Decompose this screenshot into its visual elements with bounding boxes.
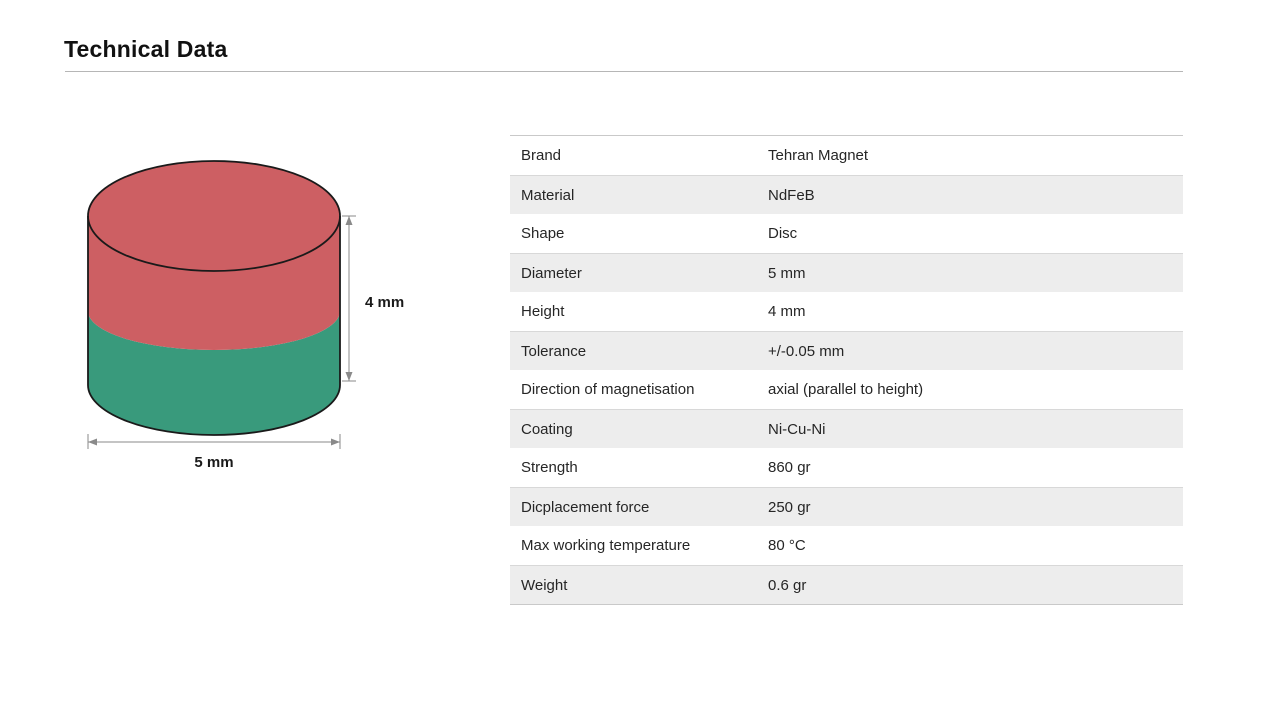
spec-label: Material bbox=[521, 186, 575, 204]
magnet-top-face bbox=[87, 160, 341, 272]
table-row: Shape Disc bbox=[510, 214, 1183, 253]
spec-label: Weight bbox=[521, 576, 568, 594]
table-row: Diameter 5 mm bbox=[510, 253, 1183, 292]
height-dimension bbox=[342, 215, 356, 382]
magnet-diagram: 4 mm 5 mm bbox=[87, 160, 404, 471]
spec-label: Dicplacement force bbox=[521, 498, 650, 516]
diameter-arrow-right-icon bbox=[331, 438, 340, 446]
height-dimension-label: 4 mm bbox=[365, 294, 404, 311]
magnet-outline bbox=[87, 216, 341, 436]
magnet-north-pole bbox=[88, 216, 340, 350]
spec-value: Tehran Magnet bbox=[768, 147, 869, 164]
spec-value: Ni-Cu-Ni bbox=[768, 420, 826, 438]
spec-value: 860 gr bbox=[768, 459, 811, 476]
spec-value: axial (parallel to height) bbox=[768, 381, 924, 398]
spec-label: Tolerance bbox=[521, 342, 587, 360]
title-divider bbox=[65, 71, 1183, 72]
table-row: Height 4 mm bbox=[510, 292, 1183, 331]
spec-label: Diameter bbox=[521, 264, 582, 282]
table-row: Weight 0.6 gr bbox=[510, 565, 1183, 604]
table-row: Brand Tehran Magnet bbox=[510, 136, 1183, 175]
diameter-arrow-left-icon bbox=[88, 438, 97, 446]
spec-label: Max working temperature bbox=[521, 537, 691, 554]
height-arrow-down-icon bbox=[345, 372, 353, 381]
table-row: Coating Ni-Cu-Ni bbox=[510, 409, 1183, 448]
magnet-south-pole bbox=[88, 311, 340, 435]
page-title: Technical Data bbox=[64, 36, 228, 62]
spec-value: Disc bbox=[768, 225, 798, 242]
table-row: Direction of magnetisation axial (paralle… bbox=[510, 370, 1183, 409]
spec-value: 5 mm bbox=[768, 264, 806, 282]
diameter-dimension bbox=[87, 434, 341, 449]
table-row: Max working temperature 80 °C bbox=[510, 526, 1183, 565]
table-row: Tolerance +/-0.05 mm bbox=[510, 331, 1183, 370]
spec-value: 80 °C bbox=[768, 537, 806, 554]
height-arrow-up-icon bbox=[345, 216, 353, 225]
spec-value: 0.6 gr bbox=[768, 576, 807, 594]
spec-label: Coating bbox=[521, 420, 573, 438]
table-row: Strength 860 gr bbox=[510, 448, 1183, 487]
spec-value: 4 mm bbox=[768, 303, 806, 320]
spec-table: Brand Tehran Magnet Material NdFeB Shape Disc… bbox=[510, 135, 1183, 605]
spec-label: Brand bbox=[521, 147, 562, 164]
spec-label: Direction of magnetisation bbox=[521, 381, 695, 398]
spec-label: Height bbox=[521, 303, 565, 320]
diameter-dimension-label: 5 mm bbox=[194, 454, 233, 471]
spec-value: +/-0.05 mm bbox=[768, 342, 845, 360]
table-row: Dicplacement force 250 gr bbox=[510, 487, 1183, 526]
spec-value: NdFeB bbox=[768, 186, 815, 204]
spec-label: Shape bbox=[521, 225, 565, 242]
table-row: Material NdFeB bbox=[510, 175, 1183, 214]
spec-value: 250 gr bbox=[768, 498, 811, 516]
spec-label: Strength bbox=[521, 459, 578, 476]
